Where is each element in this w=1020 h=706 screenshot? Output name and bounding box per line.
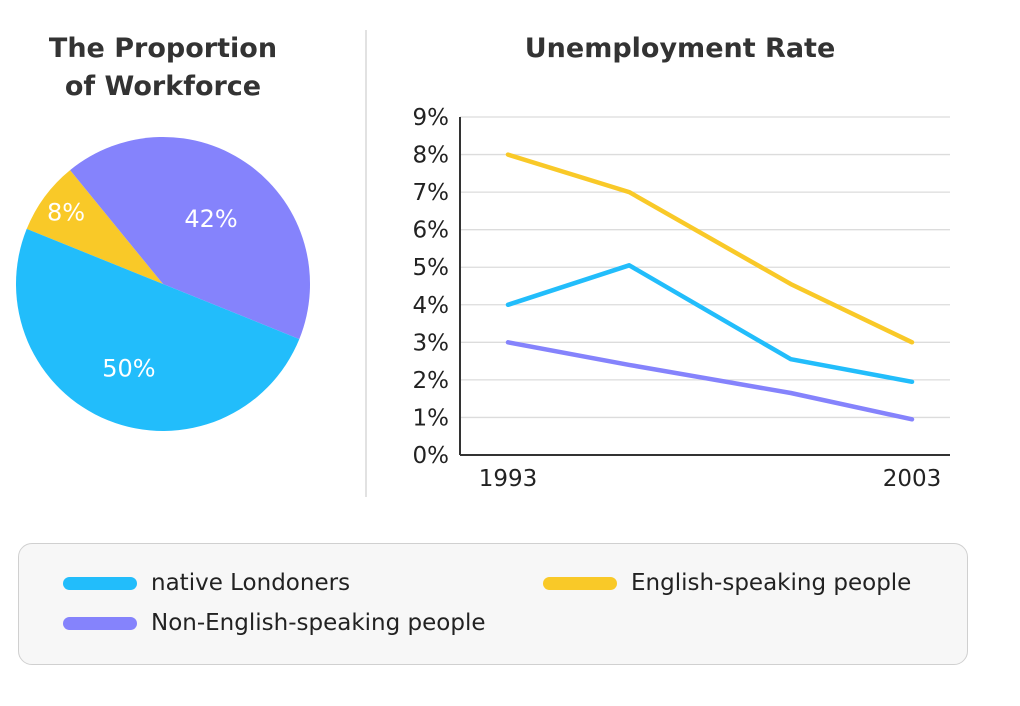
pie-slice-label-non-english-speaking-people: 42% <box>184 205 237 233</box>
legend: native Londoners English-speaking people… <box>18 543 968 665</box>
y-tick-label-2: 2% <box>413 368 450 394</box>
legend-item-native-londoners: native Londoners <box>63 566 350 600</box>
y-tick-label-0: 0% <box>413 443 450 469</box>
y-tick-label-8: 8% <box>413 143 450 169</box>
y-tick-label-4: 4% <box>413 293 450 319</box>
pie-title-line-2: of Workforce <box>65 71 261 102</box>
pie-chart: The Proportion of Workforce 8% 42% 50% <box>15 33 311 432</box>
y-tick-label-9: 9% <box>413 105 450 131</box>
pie-title-line-1: The Proportion <box>49 33 277 64</box>
y-tick-label-1: 1% <box>413 405 450 431</box>
legend-label-native-londoners: native Londoners <box>151 570 351 596</box>
pie-slice-non-english-speaking-people <box>70 136 311 340</box>
legend-item-non-english-speaking: Non-English-speaking people <box>63 606 486 640</box>
x-tick-label-2003: 2003 <box>883 466 942 492</box>
legend-label-english-speaking: English-speaking people <box>631 570 912 596</box>
series-line-non-english-speaking-people <box>505 340 915 422</box>
pie-slice-label-english-speaking-people: 8% <box>47 199 85 227</box>
pie-slice-english-speaking-people <box>26 170 164 284</box>
legend-swatch-english-speaking <box>543 576 617 590</box>
y-tick-label-5: 5% <box>413 255 450 281</box>
y-tick-label-3: 3% <box>413 330 450 356</box>
series-line-english-speaking-people <box>505 152 915 345</box>
line-chart-title: Unemployment Rate <box>525 33 836 64</box>
x-tick-label-1993: 1993 <box>479 466 538 492</box>
series-line-native-londoners <box>505 263 915 385</box>
y-tick-label-7: 7% <box>413 180 450 206</box>
y-tick-label-6: 6% <box>413 218 450 244</box>
legend-swatch-native-londoners <box>63 576 137 590</box>
pie-slice-label-native-londoners: 50% <box>102 355 155 383</box>
legend-item-english-speaking: English-speaking people <box>543 566 911 600</box>
pie-slice-native-londoners <box>15 228 300 432</box>
line-chart: Unemployment Rate 0% 1% 2% 3% 4% 5% 6% 7% 8% 9% 19… <box>413 33 950 492</box>
legend-label-non-english-speaking: Non-English-speaking people <box>151 610 486 636</box>
legend-swatch-non-english-speaking <box>63 616 137 630</box>
